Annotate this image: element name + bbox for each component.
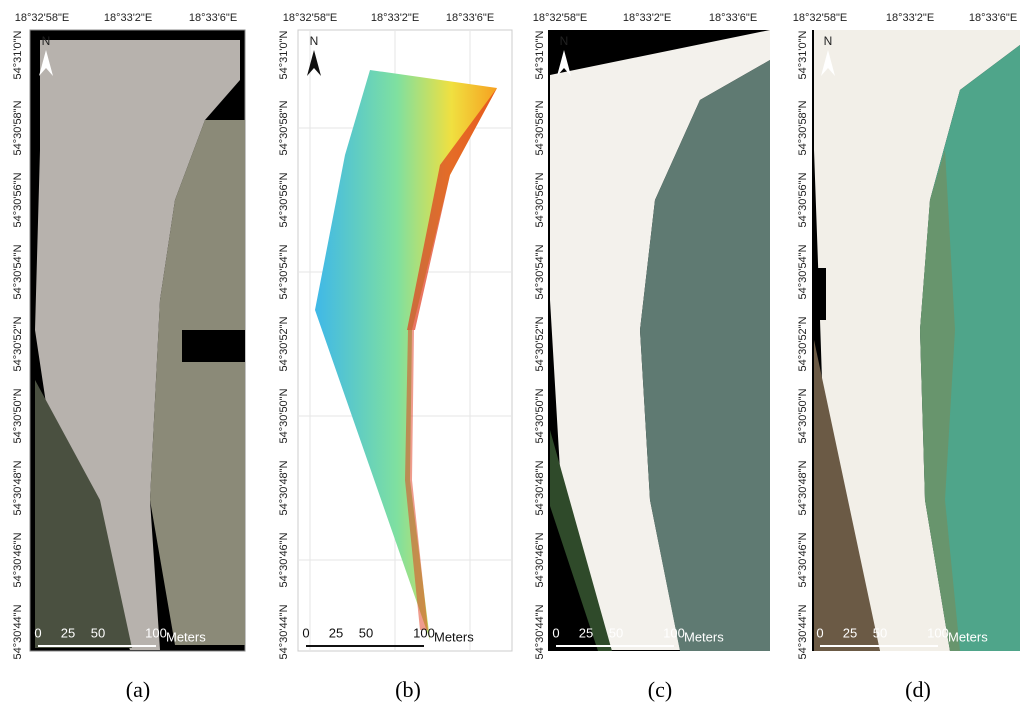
- latitude-label: 54°30'52"N: [534, 316, 546, 371]
- latitude-label: 54°30'52"N: [797, 316, 809, 371]
- longitude-label: 18°32'58"E: [283, 12, 337, 24]
- panel-caption: (a): [126, 677, 150, 702]
- longitude-label: 18°33'2"E: [371, 12, 419, 24]
- map-image-a: [30, 30, 245, 651]
- longitude-label: 18°33'2"E: [104, 12, 152, 24]
- scale-label: 25: [843, 625, 857, 640]
- latitude-label: 54°31'0"N: [278, 30, 290, 79]
- latitude-label: 54°30'50"N: [534, 388, 546, 443]
- longitude-label: 18°33'2"E: [623, 12, 671, 24]
- latitude-label: 54°30'48"N: [278, 460, 290, 515]
- latitude-label: 54°30'58"N: [278, 100, 290, 155]
- latitude-label: 54°30'44"N: [12, 604, 24, 659]
- panel-caption: (d): [905, 677, 931, 702]
- scale-label: 25: [329, 625, 343, 640]
- scale-label: 50: [359, 625, 373, 640]
- latitude-label: 54°31'0"N: [12, 30, 24, 79]
- latitude-label: 54°30'54"N: [278, 244, 290, 299]
- map-image-c: [548, 30, 770, 651]
- latitude-label: 54°30'54"N: [797, 244, 809, 299]
- scale-label: 100: [145, 625, 167, 640]
- map-image-d: [812, 30, 1020, 651]
- latitude-label: 54°30'56"N: [534, 172, 546, 227]
- scale-label: 0: [816, 625, 823, 640]
- latitude-label: 54°30'56"N: [12, 172, 24, 227]
- scale-unit: Meters: [684, 629, 724, 644]
- latitude-label: 54°30'58"N: [534, 100, 546, 155]
- latitude-label: 54°30'56"N: [278, 172, 290, 227]
- longitude-label: 18°32'58"E: [15, 12, 69, 24]
- latitude-label: 54°30'46"N: [12, 532, 24, 587]
- longitude-label: 18°33'6"E: [969, 12, 1017, 24]
- panel-caption: (c): [648, 677, 672, 702]
- scale-label: 50: [609, 625, 623, 640]
- latitude-label: 54°30'48"N: [12, 460, 24, 515]
- longitude-label: 18°33'6"E: [446, 12, 494, 24]
- scale-unit: Meters: [948, 629, 988, 644]
- longitude-label: 18°33'6"E: [709, 12, 757, 24]
- scale-label: 0: [34, 625, 41, 640]
- latitude-label: 54°30'52"N: [278, 316, 290, 371]
- north-label: N: [824, 34, 833, 48]
- north-label: N: [42, 34, 51, 48]
- scale-label: 50: [873, 625, 887, 640]
- latitude-label: 54°30'46"N: [278, 532, 290, 587]
- scale-label: 100: [927, 625, 949, 640]
- scale-label: 25: [61, 625, 75, 640]
- scale-unit: Meters: [434, 629, 474, 644]
- scale-label: 100: [663, 625, 685, 640]
- north-label: N: [310, 34, 319, 48]
- longitude-label: 18°32'58"E: [533, 12, 587, 24]
- latitude-label: 54°30'50"N: [278, 388, 290, 443]
- longitude-label: 18°32'58"E: [793, 12, 847, 24]
- latitude-label: 54°30'58"N: [12, 100, 24, 155]
- latitude-label: 54°30'56"N: [797, 172, 809, 227]
- scale-label: 0: [552, 625, 559, 640]
- north-label: N: [560, 34, 569, 48]
- latitude-label: 54°30'44"N: [278, 604, 290, 659]
- latitude-label: 54°31'0"N: [797, 30, 809, 79]
- panel-caption: (b): [395, 677, 421, 702]
- figure: 18°32'58"E 18°33'2"E 18°33'6"E 54°31'0"N 54°…: [0, 0, 1025, 711]
- latitude-label: 54°30'52"N: [12, 316, 24, 371]
- latitude-label: 54°30'50"N: [797, 388, 809, 443]
- latitude-label: 54°30'48"N: [797, 460, 809, 515]
- scale-unit: Meters: [166, 629, 206, 644]
- latitude-label: 54°30'54"N: [12, 244, 24, 299]
- latitude-label: 54°30'46"N: [797, 532, 809, 587]
- latitude-label: 54°30'46"N: [534, 532, 546, 587]
- latitude-label: 54°30'48"N: [534, 460, 546, 515]
- latitude-label: 54°30'50"N: [12, 388, 24, 443]
- latitude-label: 54°30'58"N: [797, 100, 809, 155]
- scale-label: 25: [579, 625, 593, 640]
- latitude-label: 54°30'54"N: [534, 244, 546, 299]
- scale-label: 50: [91, 625, 105, 640]
- scale-label: 100: [413, 625, 435, 640]
- longitude-label: 18°33'6"E: [189, 12, 237, 24]
- map-image-b: [298, 30, 512, 651]
- latitude-label: 54°30'44"N: [797, 604, 809, 659]
- scale-label: 0: [302, 625, 309, 640]
- latitude-label: 54°30'44"N: [534, 604, 546, 659]
- latitude-label: 54°31'0"N: [534, 30, 546, 79]
- longitude-label: 18°33'2"E: [886, 12, 934, 24]
